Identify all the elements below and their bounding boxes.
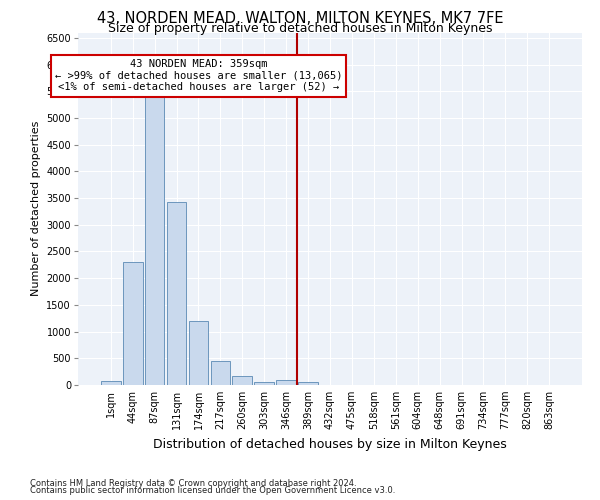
Bar <box>211 361 230 385</box>
Bar <box>145 94 164 385</box>
Bar <box>276 380 296 385</box>
Bar <box>101 380 121 385</box>
Bar <box>232 376 252 385</box>
Bar <box>167 202 187 385</box>
Bar <box>254 382 274 385</box>
Text: Contains public sector information licensed under the Open Government Licence v3: Contains public sector information licen… <box>30 486 395 495</box>
Y-axis label: Number of detached properties: Number of detached properties <box>31 121 41 296</box>
Bar <box>298 382 318 385</box>
X-axis label: Distribution of detached houses by size in Milton Keynes: Distribution of detached houses by size … <box>153 438 507 450</box>
Text: Contains HM Land Registry data © Crown copyright and database right 2024.: Contains HM Land Registry data © Crown c… <box>30 478 356 488</box>
Text: Size of property relative to detached houses in Milton Keynes: Size of property relative to detached ho… <box>108 22 492 35</box>
Bar <box>123 262 143 385</box>
Bar <box>188 322 208 385</box>
Text: 43, NORDEN MEAD, WALTON, MILTON KEYNES, MK7 7FE: 43, NORDEN MEAD, WALTON, MILTON KEYNES, … <box>97 11 503 26</box>
Text: 43 NORDEN MEAD: 359sqm
← >99% of detached houses are smaller (13,065)
<1% of sem: 43 NORDEN MEAD: 359sqm ← >99% of detache… <box>55 59 342 92</box>
